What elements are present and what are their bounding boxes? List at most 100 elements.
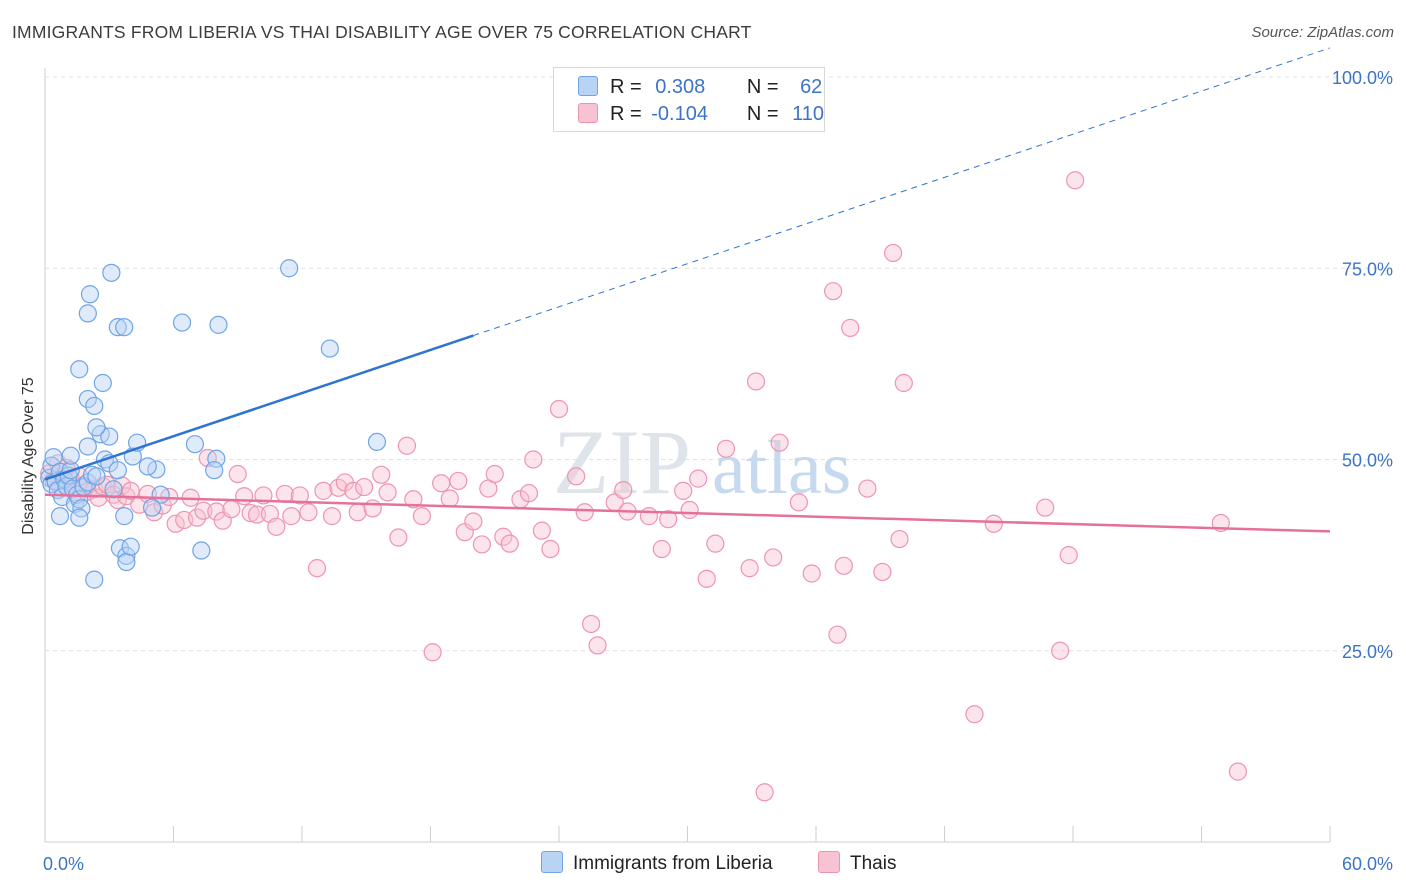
liberia-point [100,427,119,446]
thais-point [412,507,432,526]
thais-point [207,502,226,521]
thais-point [222,500,241,519]
thais-point [680,500,699,520]
thais-point [524,450,543,469]
liberia-point [205,461,224,480]
liberia-point [320,339,339,358]
thais-point [432,474,451,493]
liberia-trend-extension [473,47,1331,337]
thais-point [1051,641,1070,660]
thais-point [740,559,759,578]
thais-point [802,564,821,583]
thais-point [290,486,309,505]
watermark-atlas: atlas [712,426,851,510]
liberia-point [367,432,387,452]
thais-point [567,467,586,486]
thais-point [716,439,736,458]
thais-point [746,372,766,391]
thais-point [965,705,984,724]
thais-point [299,503,318,522]
r-value: 0.308 [655,76,706,98]
x-tick-label: 60.0% [1342,854,1393,874]
thais-point [228,464,247,484]
thais-point [194,501,213,520]
y-axis-title: Disability Age Over 75 [20,377,37,535]
thais-point [485,464,504,484]
liberia-point [61,446,80,465]
thais-point [541,539,560,559]
thais-point [614,481,633,500]
n-label: N = [746,103,779,125]
thais-point [639,507,659,526]
liberia-point [117,546,136,565]
liberia-point [87,418,106,437]
thais-point [322,507,342,526]
thais-point [494,527,513,546]
thais-point [166,514,185,533]
thais-point [500,534,519,553]
liberia-point [108,461,127,480]
liberia-point [93,373,112,393]
thais-point [275,484,294,504]
stats-row-liberia: R = 0.308 N = 62 [578,76,822,102]
thais-point [858,479,877,498]
thais-point [697,569,716,588]
thais-point [423,643,442,662]
thais-point [894,373,913,393]
thais-point [549,399,569,419]
liberia-trend-line [44,334,474,481]
liberia-point [207,449,226,468]
legend-label: Immigrants from Liberia [573,853,773,874]
thais-point [890,529,909,549]
liberia-point [70,360,89,379]
chart-title: IMMIGRANTS FROM LIBERIA VS THAI DISABILI… [12,22,752,42]
thais-point [464,512,483,531]
liberia-point [78,304,97,323]
liberia-point [87,467,106,486]
thais-point [674,481,693,500]
liberia-point [172,313,192,332]
liberia-point [115,507,134,526]
trend-lines [44,47,1331,533]
n-value: 62 [800,76,823,98]
thais-point [755,783,774,802]
thais-point [348,503,367,522]
y-tick-label: 25.0% [1342,642,1393,662]
legend-label: Thais [850,853,897,874]
thais-point [659,510,678,529]
thais-point [1036,498,1055,517]
thais-point [582,614,601,634]
thais-point [1228,762,1248,781]
r-label: R = [610,103,642,125]
stats-legend: R = 0.308 N = 62 R = -0.104 N = 110 [553,67,825,132]
liberia-point [280,259,299,278]
thais-legend-swatch [818,851,840,873]
thais-point [984,514,1003,533]
thais-point [883,243,903,263]
source-label: Source: ZipAtlas.com [1251,24,1394,41]
thais-point [363,499,382,518]
thais-point [397,436,417,455]
thais-point [1066,171,1085,190]
liberia-point [185,435,205,454]
thais-point [834,556,853,575]
thais-point [519,484,539,503]
grid-lines [45,76,1392,652]
liberia-point [138,457,157,476]
thais-point [689,469,708,488]
n-value: 110 [792,103,824,125]
thais-point [89,488,108,507]
thais-point [449,471,468,491]
watermark-zip: ZIP [553,411,691,513]
y-tick-label: 50.0% [1342,451,1393,471]
liberia-point [209,315,228,334]
thais-swatch [578,103,598,123]
x-tick-label: 0.0% [43,854,84,874]
thais-point [532,521,551,540]
thais-point [378,483,397,502]
liberia-point [115,318,134,337]
liberia-point [192,541,211,560]
y-tick-label: 100.0% [1332,68,1393,88]
thais-point [824,282,843,301]
